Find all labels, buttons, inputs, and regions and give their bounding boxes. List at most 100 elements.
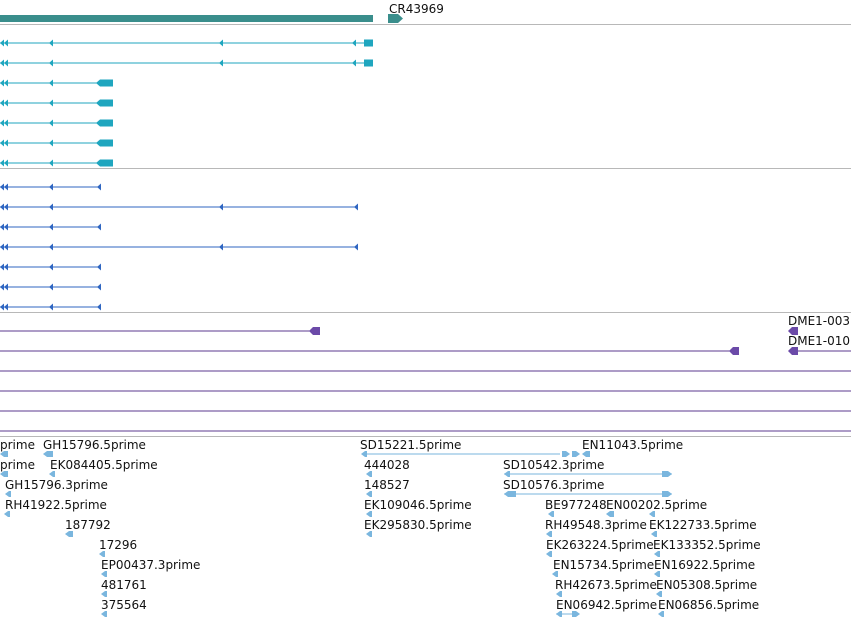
est-block [656, 591, 662, 597]
est-block [366, 531, 372, 537]
left-arrow-icon [0, 79, 4, 87]
est-label[interactable]: SD10576.3prime [503, 478, 605, 492]
transcript-exon [96, 139, 113, 147]
left-arrow-icon [49, 223, 53, 231]
est-label[interactable]: SD10542.3prime [503, 458, 605, 472]
est-label[interactable]: EK109046.5prime [364, 498, 472, 512]
est-block [662, 471, 672, 477]
est-block [556, 611, 562, 617]
est-label[interactable]: GH15796.3prime [5, 478, 108, 492]
est-block [65, 531, 73, 537]
left-arrow-icon [219, 243, 223, 251]
est-block [366, 471, 372, 477]
est-block [658, 611, 664, 617]
gene-arrow-right-icon[interactable] [388, 14, 404, 23]
est-block [99, 551, 105, 557]
gene-bar[interactable] [0, 15, 373, 22]
est-block [4, 511, 10, 517]
left-arrow-icon [354, 203, 358, 211]
left-arrow-icon [49, 263, 53, 271]
left-arrow-icon [0, 119, 4, 127]
est-label[interactable]: 444028 [364, 458, 410, 472]
est-block [562, 451, 570, 457]
est-label[interactable]: SD15221.5prime [360, 438, 462, 452]
left-arrow-icon [0, 283, 4, 291]
est-label[interactable]: BE977248 [545, 498, 607, 512]
est-block [546, 531, 552, 537]
est-label[interactable]: EK084405.5prime [50, 458, 158, 472]
est-block [366, 491, 372, 497]
transcript-exon [364, 39, 373, 47]
left-arrow-icon [97, 283, 101, 291]
track-divider [0, 168, 851, 169]
est-label[interactable]: 481761 [101, 578, 147, 592]
est-label[interactable]: EK133352.5prime [653, 538, 761, 552]
est-label[interactable]: EN00202.5prime [606, 498, 708, 512]
left-arrow-icon [4, 99, 8, 107]
est-block [0, 471, 8, 477]
est-label[interactable]: EK122733.5prime [649, 518, 757, 532]
est-block [556, 591, 562, 597]
est-block [572, 451, 580, 457]
transcript-exon [96, 99, 113, 107]
est-label[interactable]: EN16922.5prime [654, 558, 756, 572]
est-block [43, 451, 53, 457]
est-block [572, 611, 580, 617]
est-block [49, 471, 55, 477]
left-arrow-icon [219, 59, 223, 67]
est-label[interactable]: prime [0, 458, 35, 472]
est-label[interactable]: EK263224.5prime [546, 538, 654, 552]
transcript-exon [96, 79, 113, 87]
left-arrow-icon [4, 59, 8, 67]
est-label[interactable]: EN11043.5prime [582, 438, 684, 452]
est-label[interactable]: EN06856.5prime [658, 598, 760, 612]
est-label[interactable]: 187792 [65, 518, 111, 532]
left-arrow-icon [4, 283, 8, 291]
probe-label[interactable]: DME1-010 [788, 334, 851, 348]
left-arrow-icon [0, 203, 4, 211]
est-label[interactable]: EP00437.3prime [101, 558, 201, 572]
left-arrow-icon [0, 59, 4, 67]
left-arrow-icon [0, 159, 4, 167]
est-label[interactable]: EN06942.5prime [556, 598, 658, 612]
probe-block [729, 347, 739, 355]
est-label[interactable]: EN05308.5prime [656, 578, 758, 592]
est-label[interactable]: EK295830.5prime [364, 518, 472, 532]
est-block [662, 491, 672, 497]
left-arrow-icon [49, 59, 53, 67]
est-label[interactable]: 17296 [99, 538, 138, 552]
est-label[interactable]: prime [0, 438, 35, 452]
est-block [101, 591, 107, 597]
left-arrow-icon [49, 203, 53, 211]
probe-block [788, 347, 798, 355]
left-arrow-icon [4, 203, 8, 211]
left-arrow-icon [0, 39, 4, 47]
est-block [504, 471, 510, 477]
track-divider [0, 312, 851, 313]
left-arrow-icon [97, 183, 101, 191]
left-arrow-icon [49, 303, 53, 311]
left-arrow-icon [4, 79, 8, 87]
est-label[interactable]: 375564 [101, 598, 147, 612]
est-label[interactable]: RH42673.5prime [555, 578, 657, 592]
left-arrow-icon [4, 39, 8, 47]
est-label[interactable]: GH15796.5prime [43, 438, 146, 452]
est-block [649, 511, 655, 517]
left-arrow-icon [49, 139, 53, 147]
cds-track [0, 183, 358, 311]
est-block [654, 551, 660, 557]
gene-label[interactable]: CR43969 [389, 2, 444, 16]
est-block [504, 491, 516, 497]
left-arrow-icon [4, 119, 8, 127]
est-label[interactable]: 148527 [364, 478, 410, 492]
left-arrow-icon [4, 183, 8, 191]
left-arrow-icon [0, 303, 4, 311]
est-label[interactable]: EN15734.5prime [553, 558, 655, 572]
est-block [548, 511, 554, 517]
est-label[interactable]: RH49548.3prime [545, 518, 647, 532]
probe-label[interactable]: DME1-003 [788, 314, 851, 328]
left-arrow-icon [49, 39, 53, 47]
est-label[interactable]: RH41922.5prime [5, 498, 107, 512]
transcript-track [0, 39, 373, 167]
est-block [546, 551, 552, 557]
